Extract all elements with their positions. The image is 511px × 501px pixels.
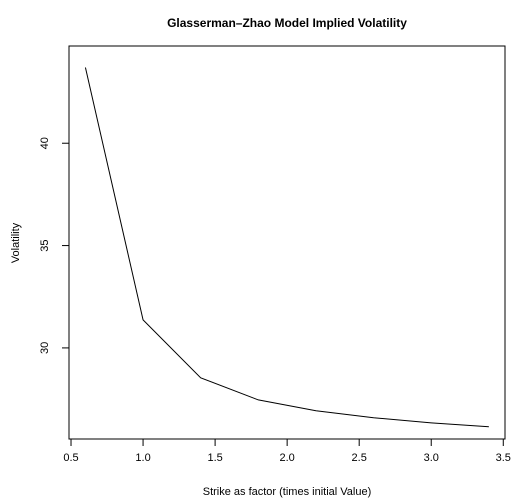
data-line [84,67,489,428]
x-axis-label: Strike as factor (times initial Value) [203,486,372,498]
x-tick-label: 0.5 [63,452,78,464]
x-tick-label: 3.0 [424,452,439,464]
y-axis-label: Volatility [10,222,22,263]
y-tick-label: 40 [39,137,51,149]
y-tick-label: 35 [39,239,51,251]
x-tick-label: 2.0 [279,452,294,464]
plot-frame [68,45,506,440]
x-tick-label: 1.5 [207,452,222,464]
chart-title: Glasserman–Zhao Model Implied Volatility [167,16,407,30]
y-tick-label: 30 [39,342,51,354]
x-tick-label: 1.0 [135,452,150,464]
x-tick-label: 3.5 [496,452,511,464]
x-tick-label: 2.5 [352,452,367,464]
